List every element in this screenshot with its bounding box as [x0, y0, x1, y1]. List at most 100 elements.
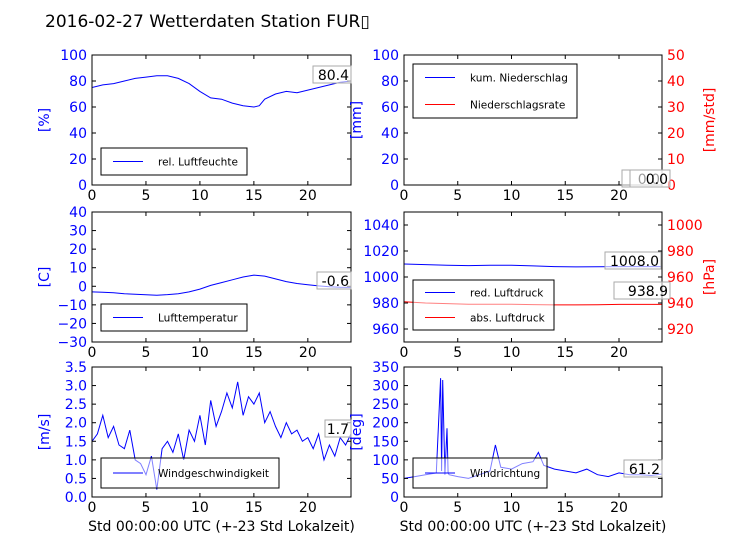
x-axis-label: Std 00:00:00 UTC (+-23 Std Lokalzeit)	[400, 519, 667, 535]
x-tick-label: 5	[141, 188, 150, 204]
legend: kum. Niederschlag Niederschlagsrate	[412, 63, 578, 119]
value-annotation: 1.7	[327, 422, 349, 438]
x-tick-label: 10	[191, 500, 209, 516]
panel-humidity: 0 5 10 15 20 0 20 40 60 80 100 [%] rel. Luftfeuchte 8…	[37, 48, 352, 204]
y-tick-label: 50	[381, 471, 399, 487]
value-annotation-box	[312, 65, 352, 84]
panel-pressure: 0 5 10 15 20 960 980 1000 1020 1040 920 940 960 980 10…	[363, 211, 718, 361]
axes-frame	[403, 366, 663, 498]
x-tick-label: 0	[88, 345, 97, 361]
x-tick-label: 10	[191, 345, 209, 361]
x-tick-label: 20	[610, 188, 628, 204]
value-annotation: 938.9	[628, 284, 668, 300]
x-tick-label: 10	[503, 188, 521, 204]
y-tick-label: 1.5	[65, 434, 87, 450]
y-tick-label: 0	[78, 178, 87, 194]
value-annotation-box	[324, 419, 352, 438]
y2-tick-label: 50	[667, 48, 685, 64]
y-tick-label: 1000	[363, 270, 399, 286]
panel-temperature: 0 5 10 15 20 −30 −20 −10 0 10 20 30 40 [C] Lufttempera…	[37, 205, 352, 361]
y-tick-label: 1.0	[65, 453, 87, 469]
x-tick-label: 0	[88, 188, 97, 204]
legend: red. Luftdruck abs. Luftdruck	[412, 279, 555, 331]
y-tick-label: 0	[390, 490, 399, 506]
legend-entry: Niederschlagsrate	[470, 100, 565, 112]
y2-tick-label: 920	[667, 322, 694, 338]
x-tick-label: 0	[88, 500, 97, 516]
legend-entry: abs. Luftdruck	[470, 313, 546, 325]
y-tick-label: −10	[57, 298, 87, 314]
panel-precipitation: 0 5 10 15 20 0 20 40 60 80 100 0 10 20 30 40 50 [mm] [mm/s…	[349, 48, 718, 204]
y-tick-label: 80	[381, 74, 399, 90]
x-tick-label: 20	[610, 345, 628, 361]
figure-title: 2016-02-27 Wetterdaten Station FUR▯	[45, 12, 370, 32]
x-tick-label: 0	[400, 188, 409, 204]
y2-axis-label: [mm/std]	[702, 88, 718, 153]
y-tick-label: 60	[381, 100, 399, 116]
legend: Windgeschwindigkeit	[100, 457, 280, 489]
x-tick-label: 10	[503, 345, 521, 361]
x-tick-label: 15	[556, 500, 574, 516]
x-tick-label: 20	[299, 188, 317, 204]
value-annotation-box	[316, 271, 352, 290]
x-tick-label: 0	[400, 345, 409, 361]
y-tick-label: 350	[372, 360, 399, 376]
y-tick-label: 2.5	[65, 397, 87, 413]
x-tick-label: 5	[453, 345, 462, 361]
legend: Windrichtung	[412, 457, 548, 489]
y-tick-label: 150	[372, 434, 399, 450]
y-tick-label: 0	[390, 178, 399, 194]
x-tick-label: 20	[610, 500, 628, 516]
y-tick-label: 300	[372, 379, 399, 395]
y-tick-label: −30	[57, 335, 87, 351]
y2-tick-label: 20	[667, 126, 685, 142]
y-tick-label: 30	[69, 224, 87, 240]
y-tick-label: 3.5	[65, 360, 87, 376]
y-tick-label: 0.5	[65, 471, 87, 487]
y-tick-label: 20	[69, 152, 87, 168]
y2-axis-label: [hPa]	[702, 259, 718, 295]
x-tick-label: 10	[503, 500, 521, 516]
value-annotation: 80.4	[318, 68, 349, 84]
y-tick-label: 10	[69, 261, 87, 277]
x-tick-label: 0	[400, 500, 409, 516]
x-tick-label: 5	[453, 188, 462, 204]
y-tick-label: 0.0	[65, 490, 87, 506]
x-tick-label: 15	[245, 500, 263, 516]
value-annotation: -0.6	[322, 274, 349, 290]
y2-tick-label: 40	[667, 74, 685, 90]
panel-windspeed: 0 5 10 15 20 0.0 0.5 1.0 1.5 2.0 2.5 3.0 3.5 [m/s] Std…	[37, 360, 355, 535]
y-tick-label: 20	[381, 152, 399, 168]
legend: Lufttemperatur	[100, 303, 248, 332]
value-annotation-box	[613, 281, 671, 300]
x-tick-label: 20	[299, 345, 317, 361]
series-line-humidity-0	[92, 75, 351, 108]
y2-tick-label: 940	[667, 296, 694, 312]
value-annotation: 0.0	[646, 172, 668, 188]
y2-tick-label: 960	[667, 270, 694, 286]
value-annotation-box	[623, 459, 663, 478]
y-tick-label: 980	[372, 296, 399, 312]
y-axis-label: [mm]	[349, 101, 365, 139]
legend-entry: red. Luftdruck	[470, 288, 544, 300]
legend: rel. Luftfeuchte	[100, 147, 248, 176]
x-tick-label: 5	[453, 500, 462, 516]
y-tick-label: −20	[57, 316, 87, 332]
y-tick-label: 100	[60, 48, 87, 64]
y-tick-label: 40	[69, 205, 87, 221]
series-line-temperature-0	[92, 274, 351, 296]
y-axis-label: [C]	[37, 267, 53, 288]
x-tick-label: 15	[556, 345, 574, 361]
x-tick-label: 10	[191, 188, 209, 204]
y-tick-label: 100	[372, 453, 399, 469]
x-tick-label: 15	[245, 345, 263, 361]
y-tick-label: 80	[69, 74, 87, 90]
value-annotation-box	[629, 169, 671, 188]
legend-entry: Windgeschwindigkeit	[158, 468, 269, 480]
y-tick-label: 100	[372, 48, 399, 64]
y-tick-label: 1040	[363, 218, 399, 234]
value-annotation-box	[604, 251, 662, 270]
y2-tick-label: 1000	[667, 218, 703, 234]
